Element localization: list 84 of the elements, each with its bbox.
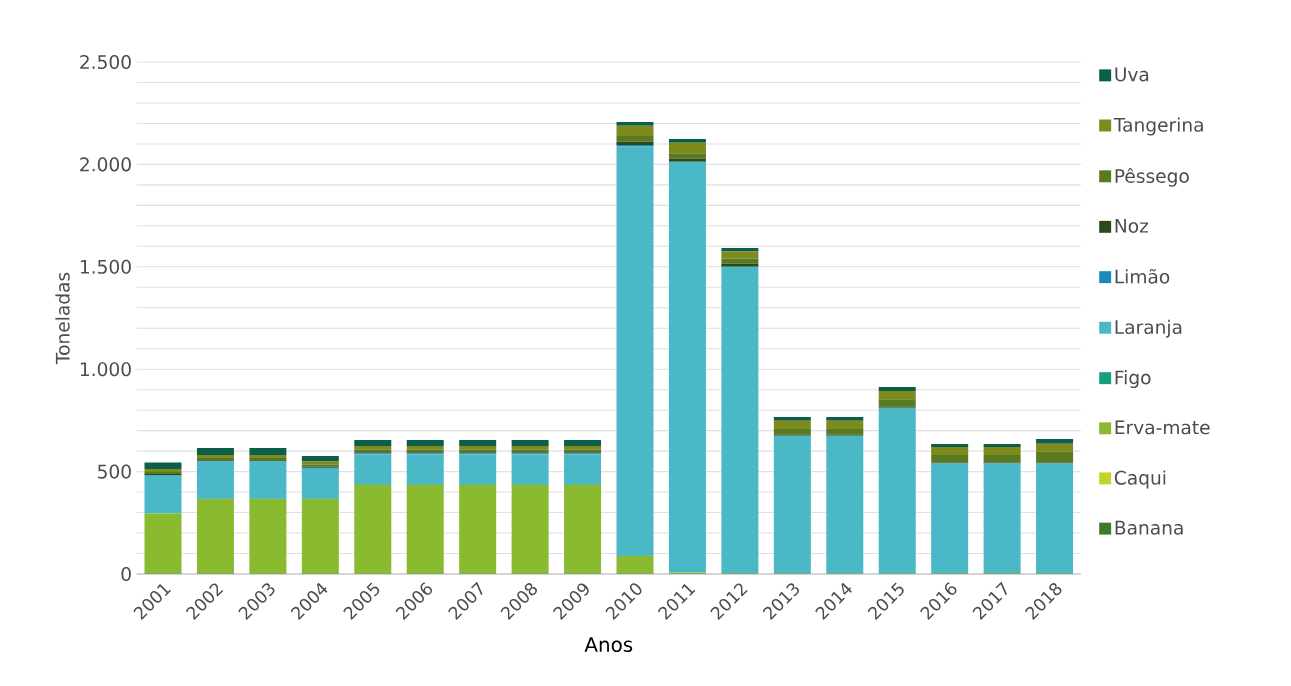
bar <box>668 139 706 143</box>
bar <box>406 484 444 574</box>
bar <box>564 440 602 446</box>
bar <box>931 463 969 573</box>
bar <box>511 440 549 446</box>
bar <box>773 429 811 435</box>
bar <box>931 447 969 456</box>
legend-label: Pêssego <box>1115 167 1189 187</box>
legend-label: Limão <box>1115 268 1170 284</box>
bar <box>249 461 287 499</box>
y-tick-label: 500 <box>98 464 131 479</box>
legend-label: Banana <box>1115 520 1183 535</box>
bar <box>459 440 497 446</box>
legend-label: Noz <box>1115 219 1149 233</box>
bar <box>878 399 916 407</box>
bar <box>354 454 392 485</box>
bar <box>773 416 811 421</box>
legend-label: Erva-mate <box>1115 420 1210 435</box>
bar <box>668 142 706 154</box>
bar <box>773 435 811 574</box>
bar <box>459 454 497 485</box>
bar <box>668 153 706 159</box>
bar <box>564 484 602 574</box>
legend-label: Figo <box>1115 370 1151 389</box>
bar <box>301 499 339 574</box>
legend-label: Laranja <box>1115 319 1182 338</box>
bar <box>406 454 444 485</box>
bar <box>721 263 759 267</box>
bar <box>564 454 602 485</box>
bar <box>773 420 811 429</box>
y-axis-title: Toneladas <box>55 272 70 365</box>
bar <box>826 429 864 435</box>
y-tick-label: 2.500 <box>80 54 131 70</box>
bar <box>983 447 1021 456</box>
bar <box>983 455 1021 463</box>
bar <box>1036 451 1074 463</box>
bar <box>196 448 234 456</box>
bar <box>459 484 497 574</box>
bar <box>354 440 392 446</box>
bar <box>931 455 969 463</box>
bar <box>511 484 549 574</box>
legend-label: Tangerina <box>1113 117 1203 136</box>
y-tick-label: 2.000 <box>80 157 131 172</box>
bar <box>616 555 654 574</box>
bar <box>249 499 287 574</box>
bar <box>721 258 759 264</box>
bar <box>144 462 182 469</box>
bar <box>826 435 864 574</box>
bar <box>616 122 654 126</box>
bar <box>144 468 182 473</box>
bar <box>406 440 444 446</box>
y-tick-label: 1.500 <box>80 259 131 274</box>
bar <box>616 135 654 142</box>
bar <box>144 475 182 514</box>
bar <box>301 468 339 499</box>
bar <box>1036 443 1074 452</box>
bar <box>668 158 706 162</box>
bar <box>511 454 549 485</box>
y-tick-label: 0 <box>121 566 131 582</box>
bar <box>196 499 234 574</box>
bar <box>983 463 1021 573</box>
bar <box>826 420 864 429</box>
bar <box>668 161 706 573</box>
bar <box>249 448 287 456</box>
bar <box>878 387 916 392</box>
bar <box>826 416 864 421</box>
legend-label: Uva <box>1115 67 1149 82</box>
bar <box>878 407 916 574</box>
bar <box>931 443 969 448</box>
bar <box>1036 463 1074 573</box>
bar <box>721 266 759 573</box>
bar <box>616 146 654 556</box>
bar <box>721 251 759 259</box>
bar <box>983 443 1021 448</box>
legend-label: Caqui <box>1114 470 1166 489</box>
bar <box>196 461 234 499</box>
bar <box>144 513 182 574</box>
x-axis-title: Anos <box>584 637 633 653</box>
bar <box>878 391 916 400</box>
y-tick-label: 1.000 <box>80 362 131 377</box>
bar <box>301 456 339 462</box>
bar <box>354 484 392 574</box>
bar <box>616 125 654 136</box>
bar <box>1036 439 1074 444</box>
